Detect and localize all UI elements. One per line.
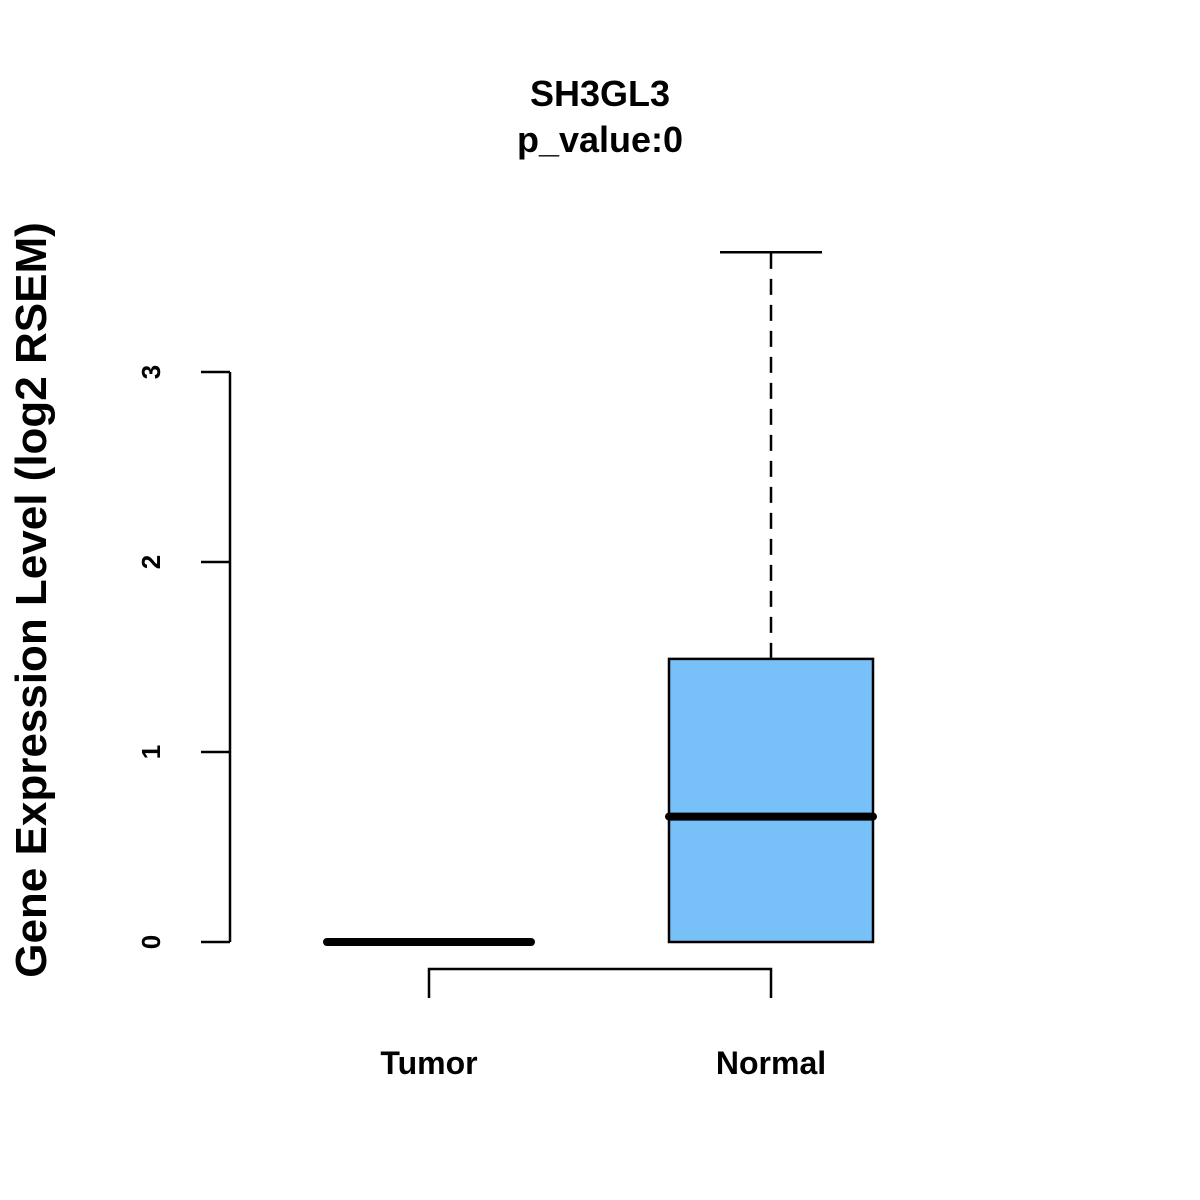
x-axis: Tumor Normal (380, 967, 826, 1081)
x-tick-label-tumor: Tumor (380, 1045, 477, 1081)
boxes (323, 251, 877, 946)
y-axis: 0 1 2 3 (136, 365, 232, 949)
box-normal (665, 251, 877, 944)
x-tick-label-normal: Normal (716, 1045, 826, 1081)
y-tick-label: 2 (136, 555, 166, 569)
y-axis-label: Gene Expression Level (log2 RSEM) (7, 222, 56, 978)
box-iqr (667, 657, 875, 944)
y-tick-label: 3 (136, 365, 166, 379)
chart-title: SH3GL3 (530, 73, 670, 114)
y-tick-label: 0 (136, 935, 166, 949)
chart-subtitle: p_value:0 (517, 119, 683, 160)
comparison-bracket (427, 967, 773, 998)
y-tick-label: 1 (136, 745, 166, 759)
